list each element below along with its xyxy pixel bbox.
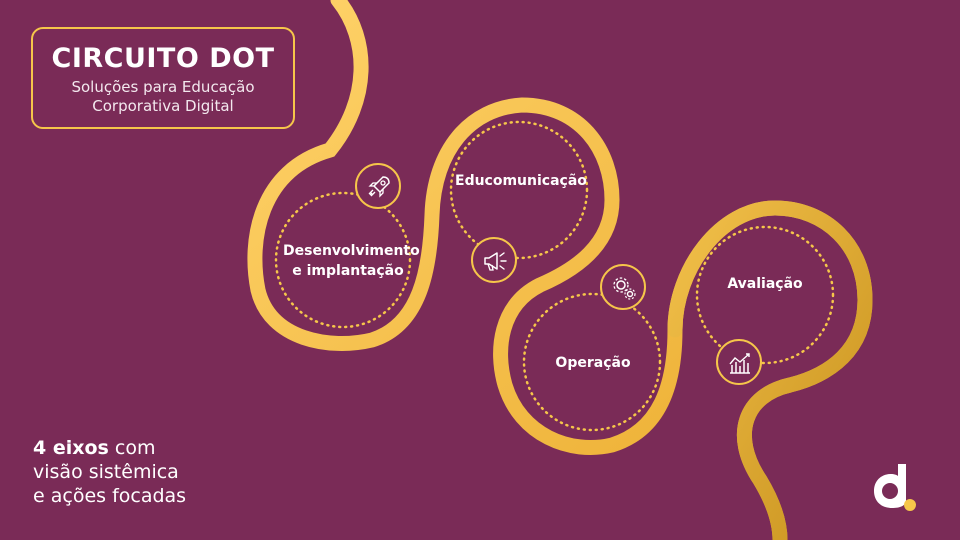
tagline-line3: e ações focadas [33, 485, 187, 507]
stage-label-desenvolvimento: Desenvolvimento e implantação [283, 243, 420, 279]
tagline-rest: com [108, 437, 156, 459]
dotted-ring-operacao [522, 292, 662, 432]
page-subtitle-line1: Soluções para Educação [71, 78, 255, 96]
page-title: CIRCUITO DOT [51, 43, 275, 74]
dotted-ring-educomunicacao [449, 120, 589, 260]
tagline: 4 eixos com visão sistêmica e ações foca… [33, 436, 186, 508]
page-subtitle-line2: Corporativa Digital [92, 97, 234, 115]
stage-label-avaliacao: Avaliação [727, 276, 803, 292]
stage-label-operacao: Operação [555, 355, 631, 371]
megaphone-icon [471, 237, 517, 283]
dotted-ring-avaliacao [695, 225, 835, 365]
tagline-bold: 4 eixos [33, 437, 109, 459]
chart-icon [716, 339, 762, 385]
tagline-line2: visão sistêmica [33, 461, 179, 483]
rocket-icon [355, 163, 401, 209]
d-logo-icon [874, 464, 916, 511]
track-path-right [667, 200, 873, 540]
gears-icon [600, 264, 646, 310]
dotted-ring-desenvolvimento [274, 191, 412, 329]
title-box: CIRCUITO DOT Soluções para Educação Corp… [31, 27, 295, 129]
stage-label-educomunicacao: Educomunicação [455, 173, 587, 189]
